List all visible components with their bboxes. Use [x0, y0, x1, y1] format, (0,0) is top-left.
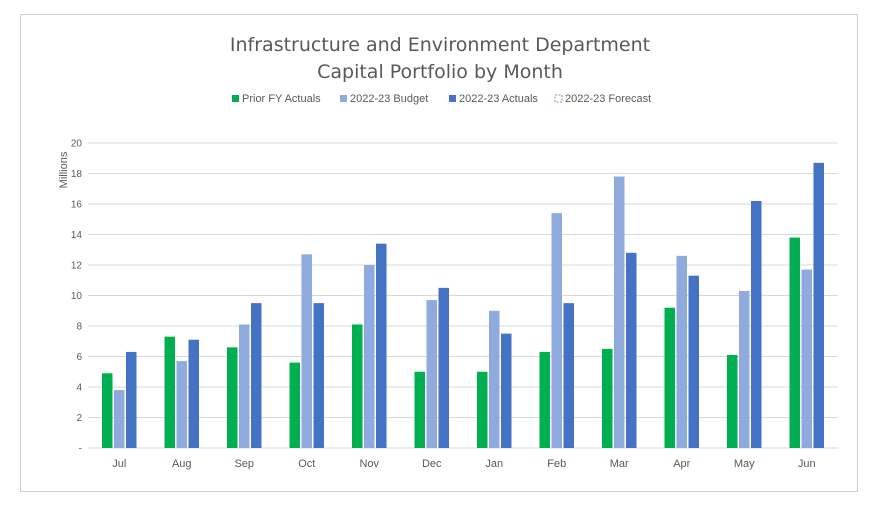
bar-prior-fy-actuals-apr: [664, 307, 675, 448]
bar-prior-fy-actuals-nov: [352, 324, 363, 448]
bar-prior-fy-actuals-may: [727, 354, 738, 448]
bar-2022-23-budget-mar: [614, 176, 625, 449]
y-tick-label: 20: [71, 139, 83, 150]
bar-2022-23-actuals-feb: [563, 303, 574, 448]
legend-swatch: [554, 94, 563, 103]
bar-2022-23-budget-nov: [364, 265, 375, 448]
bar-prior-fy-actuals-jul: [102, 373, 113, 448]
bar-prior-fy-actuals-jun: [789, 237, 800, 448]
y-tick-label: 2: [76, 413, 82, 424]
y-tick-label: 8: [76, 322, 82, 333]
bar-2022-23-budget-oct: [301, 254, 312, 448]
chart-subtitle: Capital Portfolio by Month: [317, 61, 563, 83]
x-tick-label: Jan: [485, 458, 503, 470]
bar-2022-23-budget-feb: [551, 213, 562, 448]
bar-2022-23-budget-dec: [426, 300, 437, 448]
y-tick-label: 18: [71, 169, 83, 180]
bar-2022-23-actuals-jan: [501, 333, 512, 448]
x-tick-label: Mar: [610, 458, 629, 470]
legend-swatch: [449, 95, 456, 102]
legend-label: 2022-23 Forecast: [565, 93, 651, 105]
bar-2022-23-actuals-may: [751, 200, 762, 448]
y-axis-label: Millions: [58, 151, 70, 188]
chart-title: Infrastructure and Environment Departmen…: [230, 34, 650, 56]
bar-2022-23-budget-jul: [114, 390, 125, 448]
legend-label: 2022-23 Budget: [350, 93, 428, 105]
bar-prior-fy-actuals-mar: [602, 348, 613, 448]
bar-2022-23-actuals-apr: [688, 275, 699, 448]
bar-2022-23-actuals-aug: [188, 339, 199, 448]
x-tick-label: Dec: [422, 458, 442, 470]
legend: Prior FY Actuals 2022-23 Budget 2022-23 Ac…: [232, 93, 651, 105]
x-axis-ticks: Jul Aug Sep Oct Nov Dec Jan Feb Mar Apr May Jun: [112, 458, 815, 470]
bar-prior-fy-actuals-aug: [164, 336, 175, 448]
x-tick-label: Nov: [359, 458, 379, 470]
x-tick-label: Apr: [673, 458, 690, 470]
bar-prior-fy-actuals-dec: [414, 371, 425, 448]
legend-swatch: [232, 95, 239, 102]
bar-2022-23-budget-sep: [239, 324, 250, 448]
bar-2022-23-actuals-mar: [626, 252, 637, 448]
y-tick-label: 14: [71, 230, 83, 241]
y-tick-label: 4: [76, 383, 82, 394]
bar-prior-fy-actuals-sep: [227, 347, 238, 448]
y-axis-ticks: - 2 4 6 8 10 12 14 16 18 20: [71, 139, 83, 455]
bar-prior-fy-actuals-oct: [289, 362, 300, 448]
bar-2022-23-budget-apr: [676, 255, 687, 448]
x-tick-label: Sep: [234, 458, 254, 470]
bar-2022-23-actuals-oct: [313, 303, 324, 448]
x-tick-label: Oct: [298, 458, 315, 470]
bar-2022-23-budget-may: [739, 290, 750, 448]
legend-swatch: [340, 95, 347, 102]
y-tick-label: 16: [71, 200, 83, 211]
x-tick-label: Jul: [112, 458, 126, 470]
bar-2022-23-actuals-jul: [126, 351, 137, 448]
bar-2022-23-actuals-nov: [376, 243, 387, 448]
x-tick-label: May: [734, 458, 755, 470]
bar-prior-fy-actuals-jan: [477, 371, 488, 448]
bar-prior-fy-actuals-feb: [539, 351, 550, 448]
bar-2022-23-budget-aug: [176, 361, 187, 448]
y-tick-label: 12: [71, 261, 83, 272]
legend-label: Prior FY Actuals: [242, 93, 321, 105]
bars: [102, 162, 824, 449]
legend-label: 2022-23 Actuals: [459, 93, 538, 105]
bar-2022-23-actuals-jun: [813, 162, 824, 448]
gridlines: [88, 142, 838, 449]
x-tick-label: Aug: [172, 458, 192, 470]
x-tick-label: Jun: [798, 458, 816, 470]
y-tick-label: 6: [76, 352, 82, 363]
y-tick-label: 10: [71, 291, 83, 302]
y-tick-label: -: [79, 444, 82, 455]
bar-2022-23-budget-jan: [489, 310, 500, 448]
bar-2022-23-budget-jun: [801, 269, 812, 448]
bar-2022-23-actuals-dec: [438, 287, 449, 448]
x-tick-label: Feb: [547, 458, 566, 470]
bar-2022-23-actuals-sep: [251, 303, 262, 448]
